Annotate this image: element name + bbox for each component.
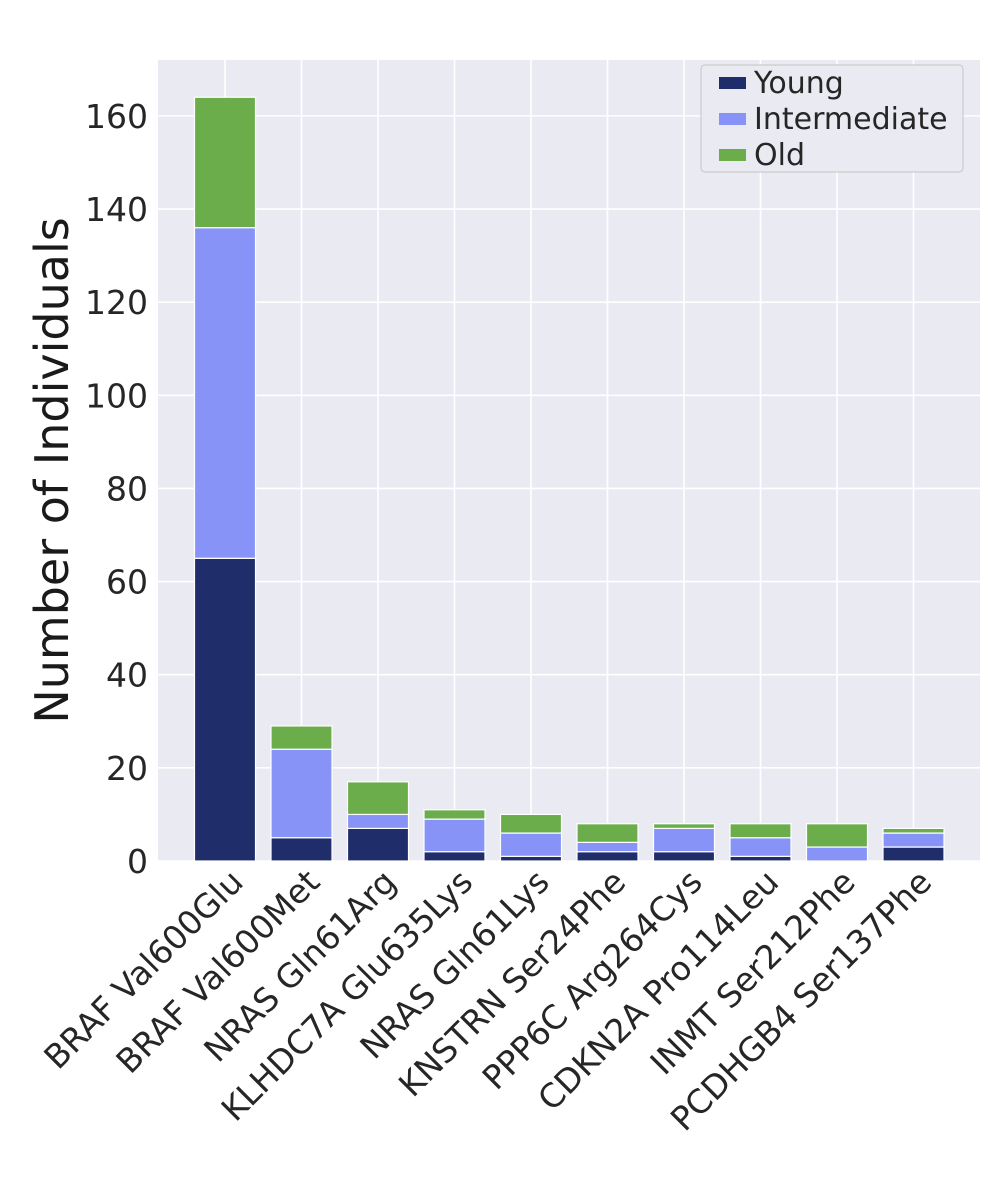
y-axis-label: Number of Individuals — [25, 217, 79, 723]
bar-segment-intermediate — [882, 832, 945, 848]
bar-segment-old — [729, 823, 792, 839]
bar-segment-young — [652, 851, 716, 862]
bar-segment-young — [499, 855, 563, 862]
bar-segment-old — [193, 96, 257, 229]
legend-swatch-old — [719, 149, 746, 161]
y-tick-labels: 0 20 40 60 80 100 120 140 160 — [85, 97, 148, 881]
bar-segment-intermediate — [346, 813, 410, 830]
y-tick-label: 20 — [106, 749, 148, 788]
bar-segment-old — [652, 823, 716, 830]
bar-segment-young — [346, 827, 410, 862]
y-tick-label: 60 — [106, 563, 148, 602]
bar-segment-young — [193, 557, 257, 862]
bar-segment-old — [423, 809, 486, 820]
bar-segment-young — [882, 846, 945, 862]
legend-swatch-intermediate — [719, 113, 746, 125]
bar-segment-old — [270, 725, 333, 750]
legend-label-old: Old — [754, 138, 805, 173]
legend-label-young: Young — [753, 66, 844, 101]
bar-segment-intermediate — [499, 832, 563, 857]
bar-segment-young — [576, 851, 639, 862]
y-tick-label: 160 — [85, 97, 148, 136]
bar-segment-old — [882, 827, 945, 834]
bar-segment-intermediate — [423, 818, 486, 853]
bar-segment-old — [499, 813, 563, 834]
bar-segment-young — [270, 837, 333, 862]
bar-segment-intermediate — [193, 227, 257, 559]
bar-segment-intermediate — [270, 748, 333, 839]
y-tick-label: 120 — [85, 283, 148, 322]
bar-segment-young — [423, 851, 486, 862]
bar-segment-old — [346, 781, 410, 816]
y-tick-label: 0 — [127, 842, 148, 881]
bar-segment-intermediate — [729, 837, 792, 857]
y-tick-label: 80 — [106, 469, 148, 508]
y-tick-label: 40 — [106, 656, 148, 695]
legend-label-intermediate: Intermediate — [754, 102, 948, 137]
bar-segment-old — [576, 823, 639, 843]
y-tick-label: 100 — [85, 376, 148, 415]
legend-box — [700, 64, 964, 173]
bar-segment-old — [805, 823, 869, 848]
bar-segment-intermediate — [805, 846, 869, 862]
bar-segment-young — [729, 855, 792, 862]
bars — [193, 96, 945, 862]
legend-swatch-young — [719, 77, 746, 89]
bar-segment-intermediate — [576, 841, 639, 853]
bar-segment-intermediate — [652, 827, 716, 853]
y-tick-label: 140 — [85, 190, 148, 229]
